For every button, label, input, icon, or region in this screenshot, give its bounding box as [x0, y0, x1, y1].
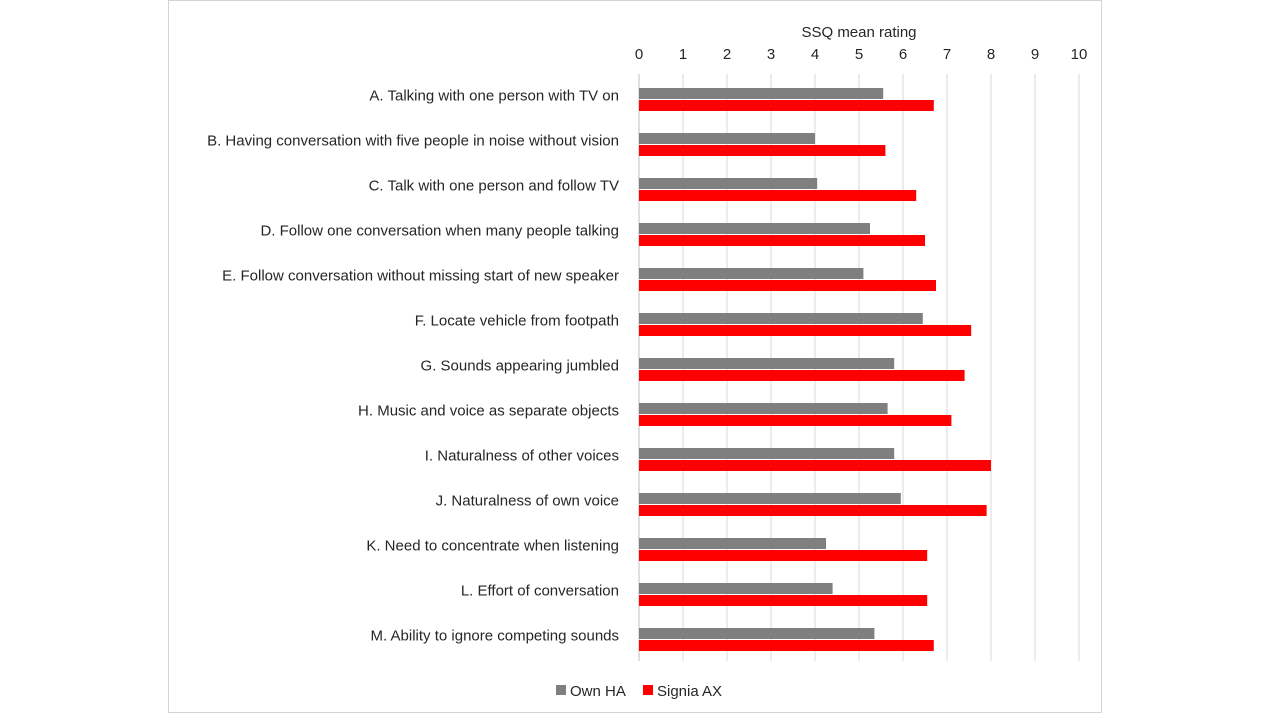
- bar-own-ha-4: [639, 268, 864, 279]
- bar-own-ha-9: [639, 493, 901, 504]
- category-label-6: G. Sounds appearing jumbled: [421, 358, 619, 375]
- category-label-1: B. Having conversation with five people …: [207, 133, 619, 150]
- bar-own-ha-6: [639, 358, 895, 369]
- bar-own-ha-1: [639, 133, 815, 144]
- category-label-4: E. Follow conversation without missing s…: [222, 268, 619, 285]
- chart-frame: SSQ mean rating 0 1 2 3 4 5 6 7 8 9 10 A. Talking …: [168, 0, 1102, 713]
- category-label-7: H. Music and voice as separate objects: [358, 403, 619, 420]
- bar-own-ha-11: [639, 583, 833, 594]
- bar-signia-ax-7: [639, 415, 952, 426]
- bar-signia-ax-11: [639, 595, 928, 606]
- bar-own-ha-10: [639, 538, 826, 549]
- category-label-0: A. Talking with one person with TV on: [369, 88, 619, 105]
- category-label-2: C. Talk with one person and follow TV: [369, 178, 619, 195]
- bar-signia-ax-10: [639, 550, 928, 561]
- category-label-3: D. Follow one conversation when many peo…: [260, 223, 619, 240]
- bar-own-ha-5: [639, 313, 923, 324]
- category-label-5: F. Locate vehicle from footpath: [415, 313, 619, 330]
- tick-label-3: 3: [767, 46, 775, 63]
- bar-own-ha-12: [639, 628, 875, 639]
- legend: Own HA Signia AX: [556, 683, 722, 700]
- bar-signia-ax-9: [639, 505, 987, 516]
- legend-swatch-own-ha: [556, 685, 566, 695]
- bar-own-ha-3: [639, 223, 870, 234]
- tick-label-0: 0: [635, 46, 643, 63]
- tick-label-7: 7: [943, 46, 951, 63]
- tick-label-10: 10: [1071, 46, 1088, 63]
- ssq-bar-chart: SSQ mean rating 0 1 2 3 4 5 6 7 8 9 10 A. Talking …: [207, 24, 1088, 700]
- category-label-8: I. Naturalness of other voices: [425, 448, 619, 465]
- tick-label-1: 1: [679, 46, 687, 63]
- tick-label-4: 4: [811, 46, 819, 63]
- category-labels: A. Talking with one person with TV on B. …: [207, 88, 619, 645]
- bar-signia-ax-2: [639, 190, 917, 201]
- category-label-11: L. Effort of conversation: [461, 583, 619, 600]
- legend-label-signia-ax: Signia AX: [657, 683, 722, 700]
- category-label-12: M. Ability to ignore competing sounds: [371, 628, 619, 645]
- x-axis-ticks: 0 1 2 3 4 5 6 7 8 9 10: [635, 46, 1088, 63]
- bar-own-ha-8: [639, 448, 895, 459]
- tick-label-2: 2: [723, 46, 731, 63]
- x-axis-title: SSQ mean rating: [801, 24, 916, 41]
- bar-signia-ax-0: [639, 100, 934, 111]
- bar-own-ha-7: [639, 403, 888, 414]
- bar-signia-ax-8: [639, 460, 991, 471]
- bar-signia-ax-1: [639, 145, 886, 156]
- bar-signia-ax-5: [639, 325, 972, 336]
- category-label-9: J. Naturalness of own voice: [436, 493, 619, 510]
- bar-own-ha-0: [639, 88, 884, 99]
- category-label-10: K. Need to concentrate when listening: [366, 538, 619, 555]
- legend-label-own-ha: Own HA: [570, 683, 626, 700]
- bar-signia-ax-6: [639, 370, 965, 381]
- tick-label-8: 8: [987, 46, 995, 63]
- bar-own-ha-2: [639, 178, 818, 189]
- bar-signia-ax-3: [639, 235, 925, 246]
- bars: [639, 88, 991, 651]
- tick-label-5: 5: [855, 46, 863, 63]
- tick-label-9: 9: [1031, 46, 1039, 63]
- legend-swatch-signia-ax: [643, 685, 653, 695]
- bar-signia-ax-12: [639, 640, 934, 651]
- bar-signia-ax-4: [639, 280, 936, 291]
- tick-label-6: 6: [899, 46, 907, 63]
